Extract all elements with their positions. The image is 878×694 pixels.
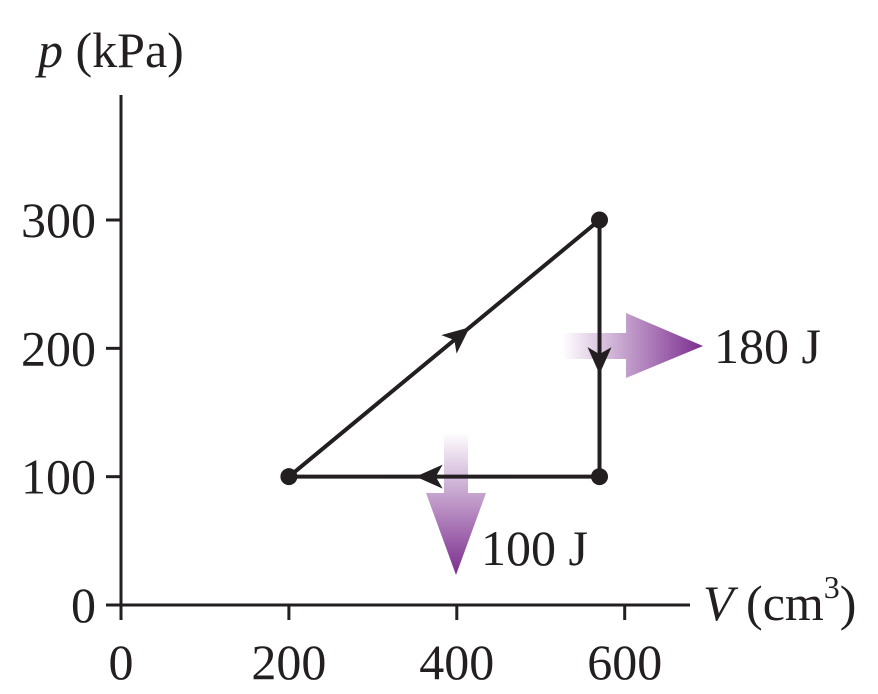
state-point [280, 468, 298, 486]
x-tick-label: 600 [587, 634, 662, 690]
y-tick-label: 100 [21, 449, 96, 505]
cycle-direction-arrow [415, 464, 443, 489]
y-tick-label: 200 [21, 320, 96, 376]
x-tick-label: 200 [251, 634, 326, 690]
x-axis-title: V (cm3) [703, 569, 856, 631]
x-tick-label: 400 [419, 634, 494, 690]
x-tick-group: 0 200 400 600 [109, 605, 662, 690]
cycle-direction-arrow [441, 327, 470, 354]
state-point [591, 211, 609, 229]
y-tick-group: 0 100 200 300 [21, 192, 121, 633]
y-axis-symbol: p [35, 22, 63, 78]
cycle-segment-1 [286, 218, 602, 479]
cycle-path-group [280, 211, 612, 489]
heat-label-180: 180 J [714, 318, 821, 374]
heat-out-down-arrow [426, 432, 486, 575]
y-axis-unit: (kPa) [63, 22, 184, 78]
x-tick-label: 0 [109, 634, 134, 690]
x-axis-unit-close: ) [840, 575, 857, 631]
heat-out-right-arrow [562, 313, 703, 378]
x-axis-unit: (cm [734, 575, 824, 631]
x-axis-symbol: V [703, 575, 739, 631]
heat-label-100: 100 J [481, 520, 588, 576]
x-axis-unit-exponent: 3 [824, 569, 840, 605]
y-tick-label: 300 [21, 192, 96, 248]
y-axis-title: p (kPa) [35, 22, 184, 78]
state-point [591, 468, 609, 486]
cycle-direction-arrow [587, 347, 612, 375]
y-tick-label: 0 [71, 577, 96, 633]
